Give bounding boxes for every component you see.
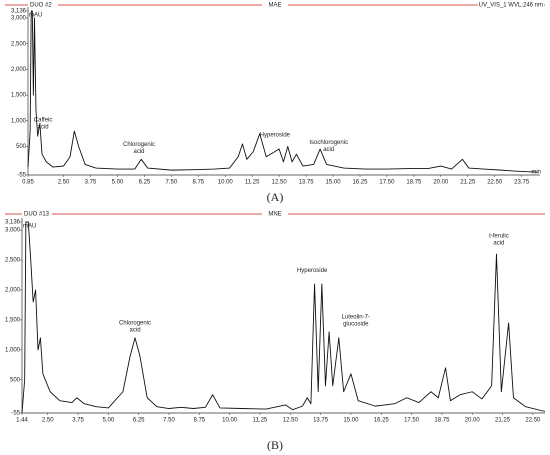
x-tick-label: 18.75 — [406, 180, 422, 186]
y-unit: mAU — [29, 13, 42, 19]
y-tick-label: 1,000 — [5, 347, 21, 353]
y-tick-label: 500 — [10, 377, 21, 383]
x-tick-label: 22.50 — [487, 180, 503, 186]
annotation: Chlorogenic — [123, 142, 155, 148]
x-tick-label: 13.75 — [299, 180, 315, 186]
x-tick-label: 6.25 — [139, 180, 151, 186]
annotation: Hyperoside — [260, 133, 291, 139]
x-tick-label: 1.44 — [16, 418, 28, 424]
annotation: glucoside — [343, 322, 369, 328]
x-tick-label: 20.00 — [433, 180, 449, 186]
panel-label: (B) — [267, 438, 283, 452]
y-tick-label: 3,000 — [5, 228, 21, 234]
x-tick-label: 3.75 — [72, 418, 84, 424]
y-tick-label: 2,500 — [5, 258, 21, 264]
panel-label: (A) — [267, 190, 284, 204]
x-tick-label: 8.75 — [192, 180, 204, 186]
trace — [21, 221, 546, 414]
y-unit: mAU — [23, 224, 36, 230]
trace — [27, 10, 538, 173]
x-tick-label: 15.00 — [343, 418, 359, 424]
annotation: Caffeic — [34, 117, 53, 123]
x-unit: min — [531, 170, 541, 176]
x-tick-label: 13.75 — [313, 418, 329, 424]
y-tick-label: 3,136 — [5, 220, 21, 226]
annotation: acid — [493, 241, 504, 247]
x-tick-label: 3.75 — [85, 180, 97, 186]
header-bg — [22, 210, 52, 218]
x-tick-label: 20.00 — [465, 418, 481, 424]
header-bg — [28, 1, 58, 9]
y-tick-label: -55 — [17, 173, 26, 179]
x-tick-label: 11.25 — [245, 180, 260, 186]
x-tick-label: 15.00 — [326, 180, 342, 186]
x-tick-label: 16.25 — [374, 418, 390, 424]
annotation: Chlorogenic — [119, 320, 151, 326]
y-tick-label: 1,500 — [11, 93, 27, 99]
x-tick-label: 18.75 — [434, 418, 450, 424]
header-bg — [262, 210, 288, 218]
annotation: acid — [38, 124, 49, 130]
x-tick-label: 11.25 — [253, 418, 268, 424]
annotation: acid — [130, 327, 141, 333]
annotation: t-ferulic — [489, 234, 509, 240]
annotation: acid — [134, 149, 145, 155]
x-tick-label: 5.00 — [103, 418, 115, 424]
x-tick-label: 21.25 — [460, 180, 476, 186]
x-tick-label: 5.00 — [112, 180, 124, 186]
y-tick-label: 3,000 — [11, 16, 27, 22]
x-tick-label: 7.50 — [166, 180, 178, 186]
x-tick-label: 12.50 — [283, 418, 299, 424]
x-tick-label: 23.75 — [514, 180, 530, 186]
x-tick-label: 10.00 — [218, 180, 234, 186]
run-name: DUO #13 — [24, 212, 50, 218]
x-tick-label: 17.50 — [379, 180, 395, 186]
detector: UV_VIS_1 WVL:246 nm — [479, 3, 543, 9]
annotation: acid — [323, 147, 334, 153]
panel-title: MNE — [268, 212, 281, 218]
y-tick-label: 1,500 — [5, 318, 21, 324]
header-bg — [262, 1, 288, 9]
y-tick-label: 2,000 — [11, 67, 27, 73]
x-tick-label: 8.75 — [193, 418, 205, 424]
y-tick-label: -55 — [11, 411, 20, 417]
x-tick-label: 10.00 — [222, 418, 238, 424]
x-tick-label: 6.25 — [133, 418, 145, 424]
x-tick-label: 2.50 — [42, 418, 54, 424]
x-tick-label: 12.50 — [272, 180, 288, 186]
y-tick-label: 1,000 — [11, 118, 27, 124]
header-bg — [478, 1, 544, 9]
x-tick-label: 16.25 — [352, 180, 368, 186]
x-tick-label: 2.50 — [58, 180, 70, 186]
y-tick-label: 2,500 — [11, 41, 27, 47]
annotation: Hyperoside — [297, 268, 328, 274]
panel-title: MAE — [268, 3, 281, 9]
run-name: DUO #2 — [30, 3, 52, 9]
y-tick-label: 2,000 — [5, 288, 21, 294]
x-tick-label: 17.50 — [404, 418, 420, 424]
x-tick-label: 21.25 — [495, 418, 511, 424]
annotation: Luteolin-7- — [342, 315, 370, 321]
y-tick-label: 500 — [16, 144, 27, 150]
x-tick-label: 0.85 — [22, 180, 34, 186]
y-tick-label: 3,136 — [11, 9, 27, 15]
x-tick-label: 22.50 — [525, 418, 541, 424]
annotation: Isochlorogenic — [309, 140, 348, 146]
x-tick-label: 7.50 — [163, 418, 175, 424]
